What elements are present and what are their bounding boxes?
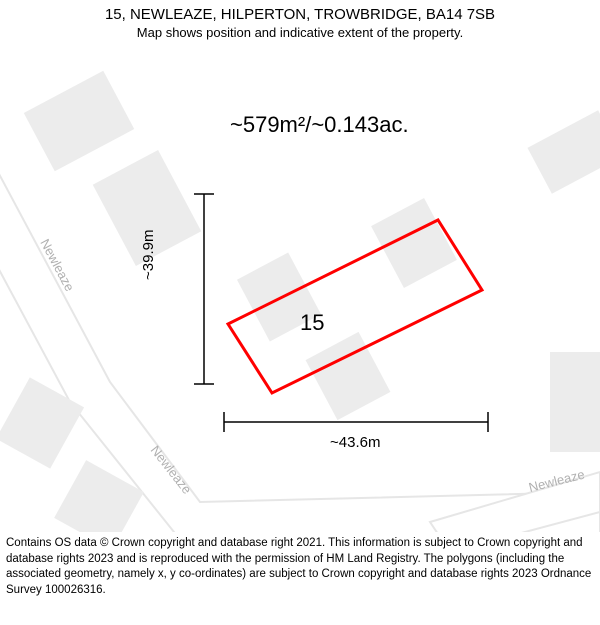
horizontal-dimension-label: ~43.6m [330, 434, 380, 451]
address-title: 15, NEWLEAZE, HILPERTON, TROWBRIDGE, BA1… [10, 6, 590, 23]
area-label: ~579m²/~0.143ac. [230, 112, 409, 138]
footer-copyright: Contains OS data © Crown copyright and d… [0, 532, 600, 602]
plot-number: 15 [300, 310, 324, 336]
map-area: NewleazeNewleazeNewleaze ~579m²/~0.143ac… [0, 42, 600, 532]
header: 15, NEWLEAZE, HILPERTON, TROWBRIDGE, BA1… [0, 0, 600, 42]
subtitle: Map shows position and indicative extent… [10, 25, 590, 40]
vertical-dimension-label: ~39.9m [140, 230, 157, 280]
